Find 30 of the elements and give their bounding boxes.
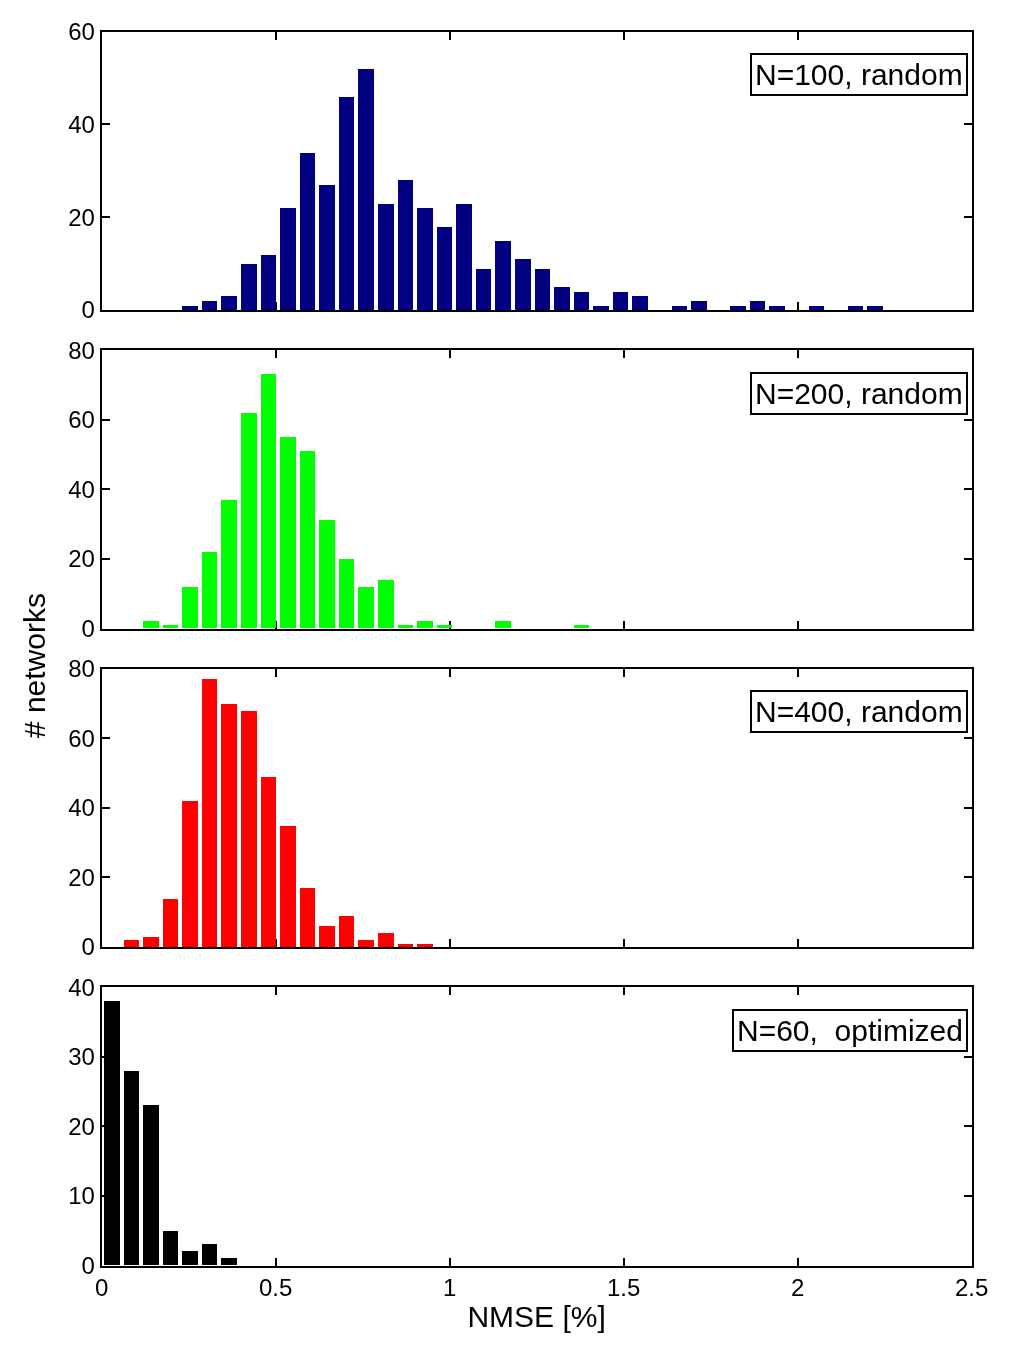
y-tick-label: 10: [68, 1182, 95, 1210]
annotation: N=400, random: [755, 695, 963, 728]
y-tick-label: 40: [68, 794, 95, 822]
x-tick-label: 1: [442, 1274, 457, 1302]
annotation: N=100, random: [755, 58, 963, 91]
y-tick-label: 0: [81, 614, 95, 642]
y-tick-label: 30: [68, 1043, 95, 1071]
x-tick-label: 1.5: [606, 1274, 641, 1302]
x-axis-title: NMSE [%]: [467, 1300, 606, 1334]
annotation: N=200, random: [755, 377, 963, 410]
y-tick-label: 20: [68, 1112, 95, 1140]
y-tick-label: 20: [68, 203, 95, 231]
y-tick-label: 60: [68, 18, 95, 46]
y-tick-label: 40: [68, 973, 95, 1001]
y-tick-label: 0: [81, 1252, 95, 1280]
y-tick-label: 60: [68, 724, 95, 752]
y-tick-label: 20: [68, 863, 95, 891]
y-tick-label: 40: [68, 110, 95, 138]
y-tick-label: 60: [68, 406, 95, 434]
x-tick-label: 0.5: [258, 1274, 293, 1302]
y-tick-label: 80: [68, 336, 95, 364]
x-tick-label: 2: [790, 1274, 805, 1302]
y-tick-label: 20: [68, 545, 95, 573]
y-tick-label: 40: [68, 475, 95, 503]
y-axis-title: # networks: [17, 593, 51, 739]
annotation: N=60, optimized: [737, 1014, 963, 1047]
y-tick-label: 0: [81, 296, 95, 324]
y-tick-label: 80: [68, 655, 95, 683]
x-tick-label: 2.5: [954, 1274, 989, 1302]
y-tick-label: 0: [81, 933, 95, 961]
